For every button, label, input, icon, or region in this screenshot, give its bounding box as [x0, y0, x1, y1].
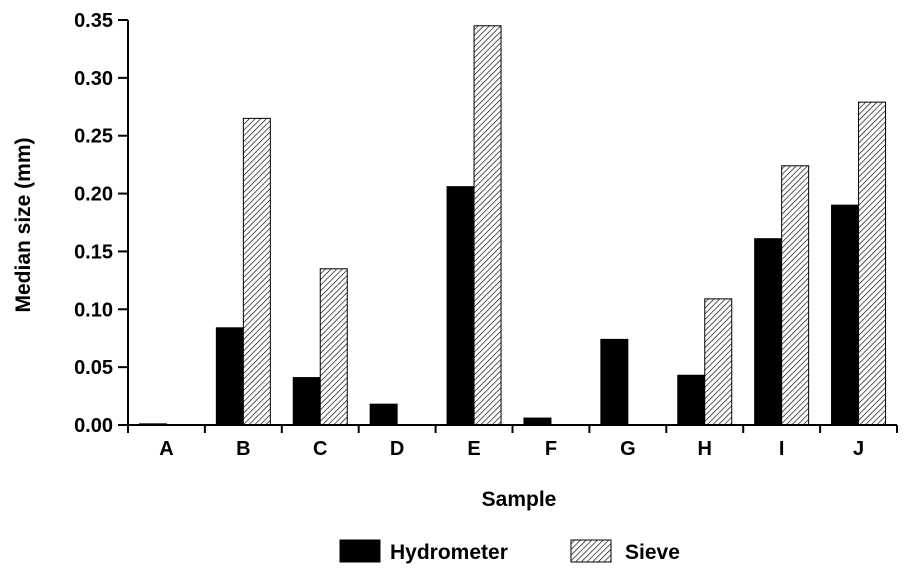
bar-hydrometer-i: [754, 238, 783, 426]
x-axis-title: Sample: [482, 488, 557, 511]
bar-sieve-b: [242, 117, 271, 426]
legend-swatch-sieve: [570, 539, 612, 563]
legend-swatch-hydrometer: [339, 539, 381, 563]
y-tick-label: 0.10: [74, 299, 113, 321]
x-tick-label: H: [698, 438, 712, 460]
legend-label-sieve: Sieve: [625, 541, 680, 564]
x-tick-label: F: [545, 438, 557, 460]
y-tick-label: 0.15: [74, 241, 113, 263]
y-tick-label: 0.05: [74, 357, 113, 379]
bar-sieve-i: [781, 165, 810, 426]
bar-sieve-c: [319, 268, 348, 426]
y-tick-label: 0.00: [74, 415, 113, 437]
y-tick-label: 0.25: [74, 126, 113, 148]
bar-hydrometer-c: [292, 377, 321, 426]
y-tick-label: 0.35: [74, 10, 113, 32]
y-axis-title: Median size (mm): [12, 137, 35, 312]
bar-sieve-h: [704, 298, 733, 426]
bar-hydrometer-b: [215, 327, 244, 426]
bar-sieve-e: [473, 25, 502, 426]
x-tick-label: G: [620, 438, 636, 460]
bar-hydrometer-j: [831, 204, 860, 426]
x-tick-label: J: [853, 438, 864, 460]
x-tick-label: C: [313, 438, 327, 460]
x-tick-label: E: [467, 438, 480, 460]
bar-hydrometer-h: [677, 374, 706, 426]
bars-layer: [138, 25, 887, 426]
x-tick-label: D: [390, 438, 404, 460]
x-tick-label: A: [159, 438, 173, 460]
axes-layer: 0.00 0.05 0.10 0.15 0.20 0.25 0.30 0.35 A B C D E F G H…: [74, 10, 898, 460]
legend: Hydrometer Sieve: [339, 539, 680, 564]
bar-hydrometer-d: [369, 403, 398, 426]
y-tick-label: 0.30: [74, 68, 113, 90]
x-tick-label: B: [236, 438, 250, 460]
bar-hydrometer-f: [523, 417, 552, 426]
x-tick-label: I: [779, 438, 785, 460]
legend-label-hydrometer: Hydrometer: [390, 541, 508, 564]
y-tick-label: 0.20: [74, 184, 113, 206]
bar-hydrometer-g: [600, 338, 629, 426]
bar-hydrometer-e: [446, 186, 475, 426]
bar-sieve-j: [858, 101, 887, 426]
